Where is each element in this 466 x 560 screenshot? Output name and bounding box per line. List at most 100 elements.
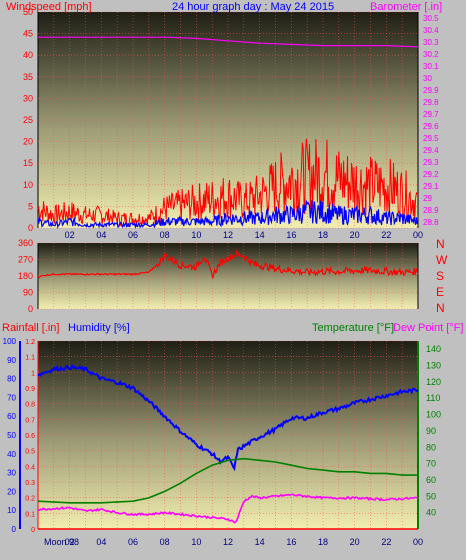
time-tick-label: 04: [96, 537, 106, 547]
time-tick-label: 06: [128, 537, 138, 547]
time-tick-label: 04: [96, 230, 106, 240]
humidity-tick-label: 30: [7, 469, 16, 478]
windspeed-tick-label: 25: [23, 115, 33, 125]
chart-title: 24 hour graph day : May 24 2015: [172, 1, 334, 13]
humidity-tick-label: 100: [3, 337, 17, 346]
humidity-tick-label: 10: [7, 506, 16, 515]
time-tick-label: 18: [318, 537, 328, 547]
time-tick-label: 02: [65, 537, 75, 547]
humidity-tick-label: 90: [7, 356, 16, 365]
barometer-axis-title: Barometer [.in]: [370, 1, 442, 13]
humidity-tick-label: 40: [7, 450, 16, 459]
barometer-tick-label: 29.3: [423, 158, 439, 167]
direction-tick-label: 90: [23, 288, 33, 298]
windspeed-tick-label: 20: [23, 137, 33, 147]
rainfall-tick-label: 0.9: [25, 386, 35, 393]
barometer-tick-label: 30.3: [423, 38, 439, 47]
wind-gust-series: [37, 199, 418, 230]
rainfall-tick-label: 1: [31, 370, 35, 377]
time-tick-label: 22: [381, 230, 391, 240]
rainfall-axis-title: Rainfall [.in]: [2, 322, 59, 334]
direction-tick-label: 180: [18, 271, 33, 281]
rainfall-tick-label: 1.2: [25, 339, 35, 346]
humidity-tick-label: 80: [7, 375, 16, 384]
temperature-tick-label: 50: [426, 491, 436, 501]
temperature-tick-label: 80: [426, 442, 436, 452]
barometer-tick-label: 29.9: [423, 86, 439, 95]
rainfall-tick-label: 1.1: [25, 355, 35, 362]
dew-point-series: [37, 493, 419, 524]
humidity-tick-label: 50: [7, 431, 16, 440]
barometer-tick-label: 30: [423, 74, 432, 83]
time-tick-label: 14: [255, 230, 265, 240]
barometer-tick-label: 29.4: [423, 146, 439, 155]
barometer-tick-label: 30.1: [423, 62, 439, 71]
time-tick-label: 16: [286, 537, 296, 547]
temperature-tick-label: 140: [426, 344, 441, 354]
humidity-tick-label: 70: [7, 393, 16, 402]
windspeed-series: [37, 138, 418, 227]
windspeed-tick-label: 40: [23, 50, 33, 60]
time-tick-label: 20: [350, 537, 360, 547]
barometer-tick-label: 29.1: [423, 182, 439, 191]
rainfall-tick-label: 0.2: [25, 496, 35, 503]
barometer-tick-label: 30.4: [423, 26, 439, 35]
temperature-tick-label: 60: [426, 475, 436, 485]
temperature-tick-label: 90: [426, 426, 436, 436]
humidity-tick-label: 60: [7, 412, 16, 421]
compass-label: E: [436, 285, 444, 299]
humidity-axis-title: Humidity [%]: [68, 322, 130, 334]
temperature-axis-title: Temperature [°F]: [312, 322, 394, 334]
humidity-tick-label: 0: [12, 525, 17, 534]
windspeed-axis-title: Windspeed [mph]: [6, 1, 92, 13]
rainfall-tick-label: 0.6: [25, 433, 35, 440]
direction-tick-label: 0: [28, 304, 33, 314]
windspeed-tick-label: 30: [23, 93, 33, 103]
time-tick-label: 02: [65, 230, 75, 240]
temperature-tick-label: 40: [426, 508, 436, 518]
time-tick-label: 18: [318, 230, 328, 240]
tick-label-layer: 0510152025303540455028.828.92929.129.229…: [3, 7, 448, 547]
temperature-tick-label: 120: [426, 377, 441, 387]
moon-phase-label: Moon 98: [44, 537, 79, 547]
windspeed-tick-label: 15: [23, 158, 33, 168]
barometer-tick-label: 28.8: [423, 218, 439, 227]
windspeed-tick-label: 10: [23, 180, 33, 190]
time-tick-label: 10: [191, 537, 201, 547]
rainfall-tick-label: 0.3: [25, 480, 35, 487]
time-tick-label: 08: [160, 537, 170, 547]
humidity-series: [37, 363, 419, 472]
barometer-series: [38, 36, 419, 48]
temperature-tick-label: 110: [426, 393, 440, 403]
time-tick-label: 06: [128, 230, 138, 240]
rainfall-tick-label: 0: [31, 527, 35, 534]
barometer-tick-label: 29: [423, 194, 432, 203]
time-tick-label: 10: [191, 230, 201, 240]
temperature-series: [37, 457, 418, 504]
windspeed-tick-label: 0: [28, 223, 33, 233]
temperature-tick-label: 100: [426, 410, 441, 420]
rainfall-tick-label: 0.5: [25, 449, 35, 456]
windspeed-tick-label: 5: [28, 201, 33, 211]
temperature-tick-label: 70: [426, 459, 436, 469]
compass-label: W: [436, 253, 448, 267]
barometer-tick-label: 30.2: [423, 50, 439, 59]
direction-tick-label: 270: [18, 255, 33, 265]
humidity-tick-label: 20: [7, 487, 16, 496]
barometer-tick-label: 29.8: [423, 98, 439, 107]
time-tick-label: 12: [223, 230, 233, 240]
time-tick-label: 22: [381, 537, 391, 547]
barometer-tick-label: 29.5: [423, 134, 439, 143]
time-tick-label: 20: [350, 230, 360, 240]
dewpoint-axis-title: Dew Point [°F]: [393, 322, 463, 334]
compass-label: N: [436, 301, 445, 315]
windspeed-tick-label: 45: [23, 29, 33, 39]
rainfall-tick-label: 0.4: [25, 464, 35, 471]
time-tick-label: 12: [223, 537, 233, 547]
compass-label: N: [436, 237, 445, 251]
barometer-tick-label: 28.9: [423, 206, 439, 215]
barometer-tick-label: 29.6: [423, 122, 439, 131]
time-tick-label: 00: [413, 230, 423, 240]
barometer-tick-label: 30.5: [423, 14, 439, 23]
